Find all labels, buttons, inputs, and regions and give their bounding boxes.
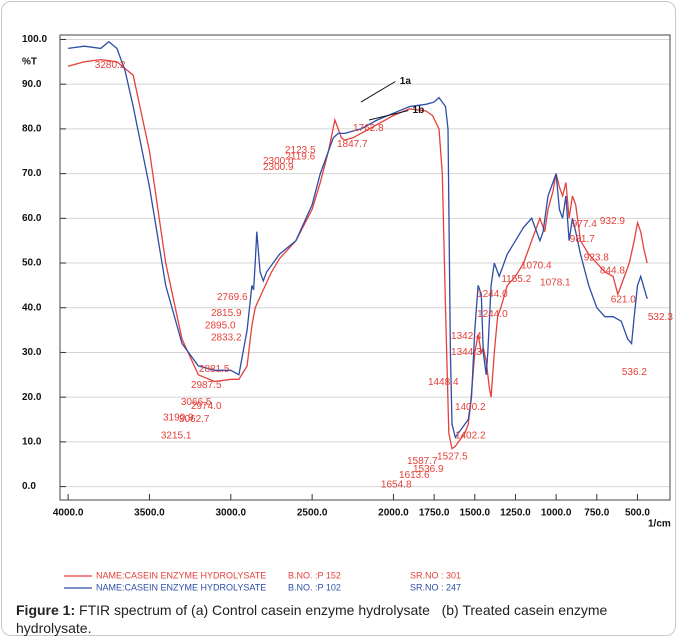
x-tick-label: 1250.0 (500, 508, 531, 519)
x-tick-label: 2500.0 (297, 508, 328, 519)
peak-label: 2881.5 (199, 364, 230, 375)
x-tick-label: 1500.0 (460, 508, 491, 519)
peak-label: 1402.2 (455, 430, 486, 441)
peak-label: 3280.2 (95, 60, 126, 71)
peak-label: 932.9 (600, 216, 625, 227)
peak-label: 981.7 (570, 234, 595, 245)
peak-label: 923.8 (584, 252, 609, 263)
callout-line (368, 110, 409, 121)
peak-label: 1400.2 (455, 402, 486, 413)
caption-label: Figure 1: (16, 602, 76, 618)
y-axis-label: %T (22, 57, 37, 68)
legend-batch: B.NO. :P 102 (288, 582, 341, 592)
peak-label: 2300.9 (263, 162, 294, 173)
y-tick-label: 20.0 (22, 392, 42, 403)
peak-label: 2300.0 (263, 156, 294, 167)
peak-label: 1527.5 (437, 451, 468, 462)
y-tick-label: 80.0 (22, 124, 42, 135)
x-tick-label: 3000.0 (216, 508, 247, 519)
peak-label: 1448.4 (428, 377, 459, 388)
peak-label: 532.3 (648, 312, 673, 323)
peak-label: 2769.6 (217, 292, 248, 303)
series-line (67, 58, 648, 450)
x-tick-label: 750.0 (584, 508, 609, 519)
peak-label: 1078.1 (540, 277, 571, 288)
peak-label: 2119.6 (285, 151, 315, 162)
caption-text: FTIR spectrum of (a) Control casein enzy… (16, 602, 612, 636)
x-tick-label: 3500.0 (134, 508, 165, 519)
y-tick-label: 90.0 (22, 79, 42, 90)
peak-label: 2833.2 (211, 332, 242, 343)
peak-label: 2987.5 (191, 380, 222, 391)
x-tick-label: 1750.0 (419, 508, 450, 519)
peak-label: 1070.4 (521, 260, 552, 271)
peak-label: 621.0 (611, 294, 636, 305)
y-tick-label: 10.0 (22, 437, 42, 448)
peak-label: 536.2 (622, 367, 647, 378)
x-tick-label: 2000.0 (378, 508, 409, 519)
peak-label: 2974.0 (191, 401, 222, 412)
series-line (68, 40, 648, 439)
legend-serial: SR.NO : 247 (410, 582, 461, 592)
y-tick-label: 40.0 (22, 302, 42, 313)
chart: %T 1/cm 0.0 10.0 20.0 30.0 40.0 50.0 60.0 70.0 8… (22, 34, 673, 592)
peak-label: 1613.6 (399, 470, 430, 481)
peak-label: 1847.7 (337, 139, 368, 150)
y-tick-label: 50.0 (22, 258, 42, 269)
legend-name: NAME:CASEIN ENZYME HYDROLYSATE (96, 570, 266, 580)
peak-label: 844.8 (600, 265, 625, 276)
y-tick-label: 100.0 (22, 34, 47, 45)
peak-label: 1155.2 (501, 274, 531, 285)
legend-batch: B.NO. :P 152 (288, 570, 341, 580)
callout-line (360, 81, 396, 103)
peak-label: 1342.4 (451, 331, 482, 342)
peak-label: 977.4 (572, 219, 597, 230)
x-tick-label: 4000.0 (53, 508, 84, 519)
callout-label: 1b (413, 105, 425, 116)
peak-label: 1536.9 (413, 464, 444, 475)
peak-label: 1762.8 (353, 123, 384, 134)
peak-label: 1344.3 (451, 347, 482, 358)
peak-label: 1244.0 (477, 309, 508, 320)
legend-name: NAME:CASEIN ENZYME HYDROLYSATE (96, 582, 266, 592)
peak-label: 1654.8 (381, 479, 412, 490)
legend-serial: SR.NO : 301 (410, 570, 461, 580)
peak-label: 2815.9 (211, 308, 242, 319)
peak-label: 1587.7 (407, 456, 438, 467)
callout-label: 1a (400, 76, 412, 87)
peak-label: 3062.7 (179, 414, 210, 425)
x-axis-label: 1/cm (648, 519, 671, 530)
peak-label: 3215.1 (161, 430, 192, 441)
y-tick-label: 60.0 (22, 213, 42, 224)
peak-label: 2123.5 (285, 145, 316, 156)
peak-label: 2895.0 (205, 320, 236, 331)
peak-label: 3190.9 (163, 412, 194, 423)
y-tick-label: 0.0 (22, 481, 36, 492)
peak-label: 3066.5 (181, 397, 212, 408)
plot-frame (59, 34, 671, 501)
caption: Figure 1: FTIR spectrum of (a) Control c… (16, 601, 666, 637)
x-tick-label: 1000.0 (541, 508, 572, 519)
peak-label: 1244.0 (477, 289, 508, 300)
y-tick-label: 70.0 (22, 168, 42, 179)
y-tick-label: 30.0 (22, 347, 42, 358)
x-tick-label: 500.0 (625, 508, 650, 519)
